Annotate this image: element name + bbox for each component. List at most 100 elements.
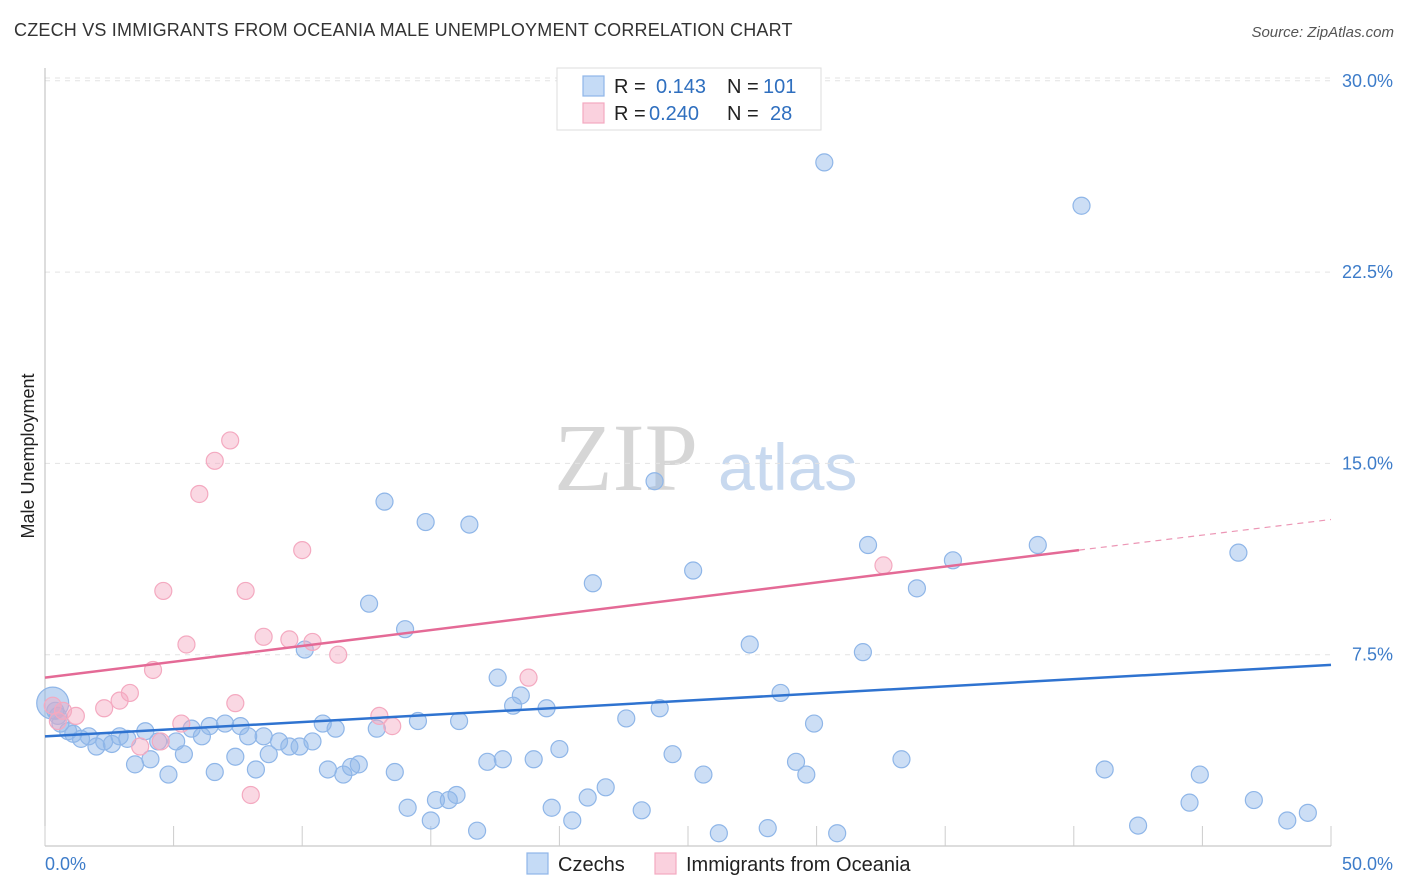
point-czechs <box>740 635 759 654</box>
y-tick-label: 22.5% <box>1342 262 1393 282</box>
point-czechs <box>125 755 145 774</box>
point-oceania <box>190 484 209 504</box>
point-czechs <box>239 727 258 746</box>
point-czechs <box>226 747 245 766</box>
point-czechs <box>488 668 507 687</box>
point-czechs <box>578 788 597 807</box>
point-oceania <box>519 668 538 687</box>
point-czechs <box>398 798 417 817</box>
point-czechs <box>246 760 266 779</box>
point-czechs <box>426 790 446 810</box>
point-oceania <box>131 737 150 756</box>
point-czechs <box>493 750 512 769</box>
legend-r-value-oceania: 0.240 <box>649 103 699 125</box>
point-czechs <box>205 762 224 782</box>
point-oceania <box>226 694 245 713</box>
point-oceania <box>48 711 67 731</box>
trend-line-oceania-extension <box>1078 518 1332 551</box>
point-oceania <box>303 632 322 652</box>
point-czechs <box>326 719 345 738</box>
point-czechs <box>269 732 289 751</box>
point-czechs <box>259 745 278 764</box>
chart-title: CZECH VS IMMIGRANTS FROM OCEANIA MALE UN… <box>14 20 793 40</box>
point-czechs <box>828 824 847 843</box>
point-czechs <box>709 824 728 843</box>
point-oceania <box>874 556 893 575</box>
point-oceania <box>236 581 255 601</box>
point-czechs <box>758 819 777 838</box>
point-czechs <box>215 714 235 733</box>
y-tick-label: 30.0% <box>1342 71 1393 91</box>
point-oceania <box>254 627 273 646</box>
watermark-zip: ZIP <box>554 404 698 511</box>
legend-r-value-czechs: 0.143 <box>656 76 706 98</box>
point-czechs <box>1244 790 1263 810</box>
point-czechs <box>1278 811 1297 830</box>
series-legend: Czechs Immigrants from Oceania <box>526 852 911 876</box>
point-czechs <box>421 811 440 830</box>
point-czechs <box>141 750 160 769</box>
point-czechs <box>280 737 299 756</box>
point-czechs <box>632 801 651 820</box>
point-czechs <box>174 745 193 764</box>
point-czechs <box>815 153 834 172</box>
legend-n-label-czechs: N = <box>727 76 759 98</box>
point-czechs <box>550 739 569 759</box>
point-czechs <box>467 821 487 840</box>
point-czechs <box>159 765 178 784</box>
point-czechs <box>449 711 469 731</box>
bottom-legend-swatch-czechs <box>526 852 549 875</box>
point-czechs <box>684 561 703 580</box>
point-czechs <box>892 750 911 769</box>
point-oceania <box>177 635 196 654</box>
legend-r-label-oceania: R = <box>614 103 646 125</box>
point-czechs <box>1298 803 1317 822</box>
point-czechs <box>663 745 682 764</box>
x-tick-label-max: 50.0% <box>1342 854 1393 874</box>
point-czechs <box>478 752 497 771</box>
watermark-atlas: atlas <box>718 430 857 504</box>
point-czechs <box>907 579 927 598</box>
point-czechs <box>524 750 543 769</box>
point-czechs <box>1028 535 1047 555</box>
point-oceania <box>205 451 224 470</box>
point-czechs <box>447 785 466 805</box>
trend-line-czechs <box>44 663 1332 738</box>
stats-legend: R = 0.143 N = 101 R = 0.240 N = 28 <box>556 67 822 131</box>
point-oceania <box>293 541 312 560</box>
point-czechs <box>583 574 602 593</box>
point-czechs <box>645 472 664 491</box>
legend-n-value-oceania: 28 <box>770 103 792 125</box>
point-oceania <box>110 691 129 710</box>
point-oceania <box>241 785 260 805</box>
series-oceania-points <box>43 431 893 805</box>
point-czechs <box>349 755 368 774</box>
point-czechs <box>385 762 404 782</box>
point-czechs <box>596 778 615 797</box>
point-czechs <box>1229 543 1248 562</box>
point-czechs <box>617 709 636 728</box>
point-czechs <box>460 515 479 534</box>
point-oceania <box>221 431 240 450</box>
x-tick-label-min: 0.0% <box>45 854 86 874</box>
point-oceania <box>383 717 402 736</box>
point-czechs <box>771 683 790 703</box>
point-oceania <box>154 581 173 601</box>
y-tick-labels: 7.5% 15.0% 22.5% 30.0% <box>1342 71 1393 665</box>
point-czechs <box>650 699 669 718</box>
point-czechs <box>511 686 530 705</box>
point-czechs <box>797 765 816 784</box>
point-czechs <box>853 643 872 662</box>
trend-lines <box>44 518 1332 738</box>
point-czechs <box>804 714 824 733</box>
point-oceania <box>280 630 299 649</box>
point-czechs <box>416 512 435 532</box>
point-czechs <box>542 798 561 817</box>
point-czechs <box>359 594 379 613</box>
point-czechs <box>375 492 394 511</box>
point-czechs <box>1095 760 1114 779</box>
legend-r-label-czechs: R = <box>614 76 646 98</box>
point-oceania <box>370 706 389 726</box>
y-tick-label: 7.5% <box>1352 645 1393 665</box>
trend-line-oceania <box>44 548 1080 679</box>
